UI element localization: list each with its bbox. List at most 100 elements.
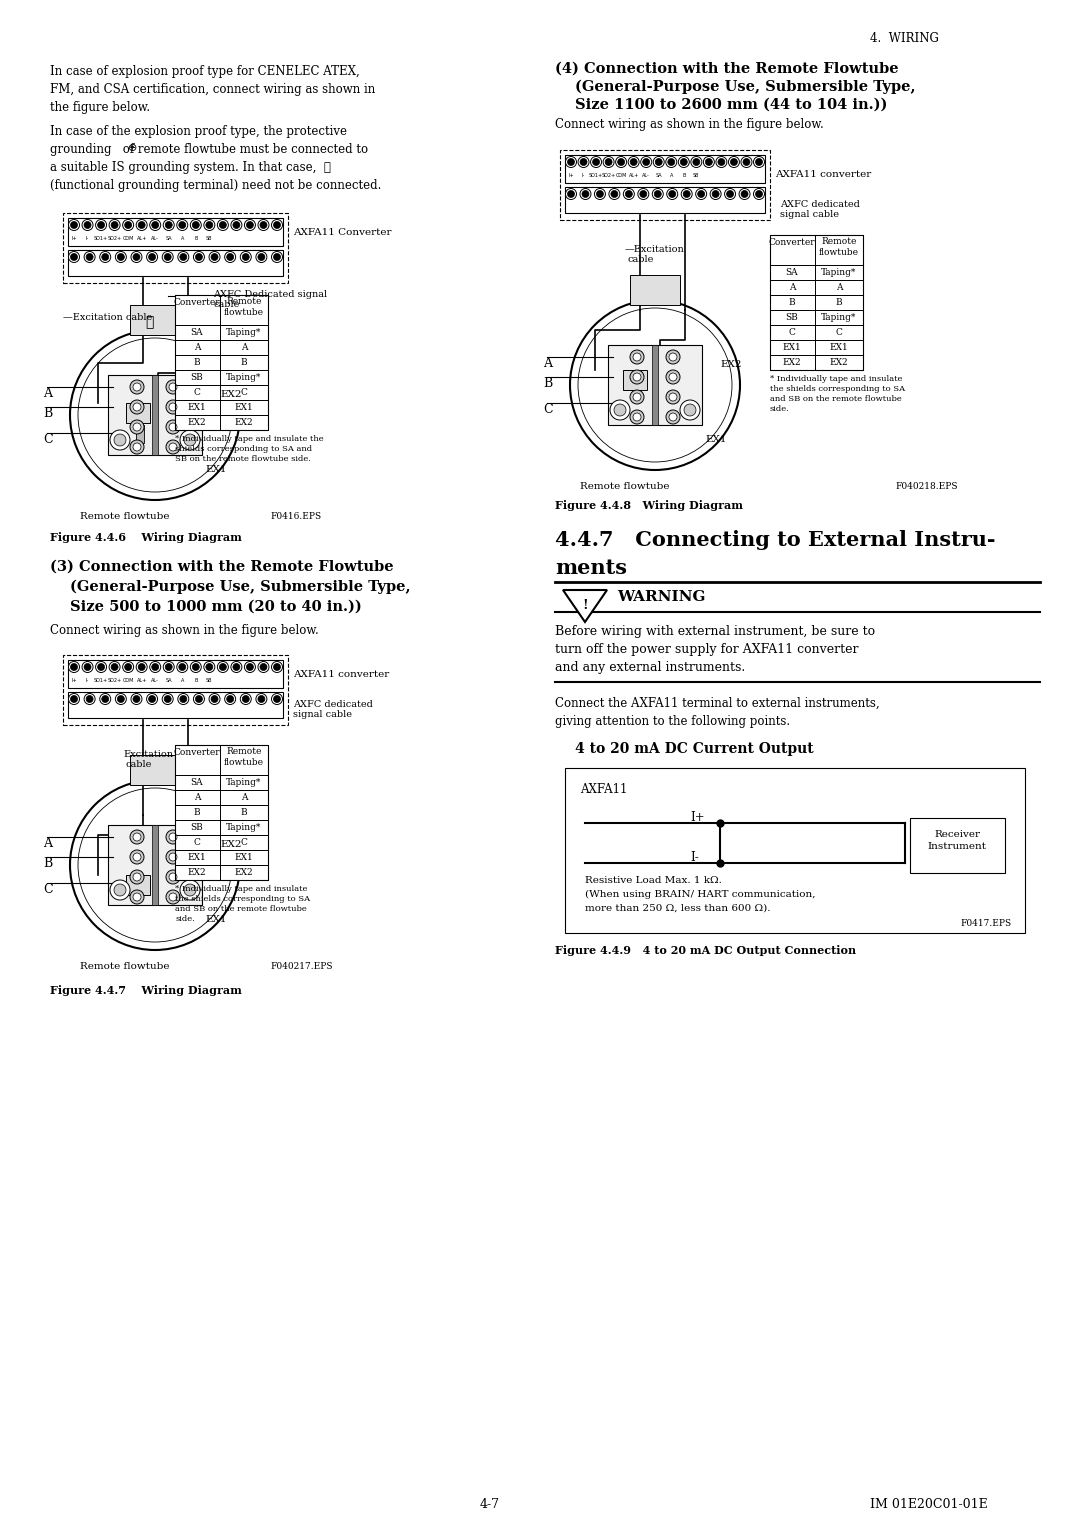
Circle shape [211,254,218,260]
Text: grounding   of remote flowtube must be connected to: grounding of remote flowtube must be con… [50,144,368,156]
Circle shape [666,410,680,423]
Circle shape [643,159,650,165]
Text: In case of explosion proof type for CENELEC ATEX,: In case of explosion proof type for CENE… [50,66,360,78]
Text: Remote
flowtube: Remote flowtube [224,747,264,767]
Circle shape [168,892,177,902]
Circle shape [271,252,283,263]
Text: AL+: AL+ [136,678,147,683]
Text: 4.  WIRING: 4. WIRING [870,32,939,44]
Circle shape [242,254,249,260]
Text: side.: side. [175,915,194,923]
Bar [175,341,268,354]
Circle shape [578,309,732,461]
Circle shape [680,159,687,165]
Text: Figure 4.4.8   Wiring Diagram: Figure 4.4.8 Wiring Diagram [555,500,743,510]
Text: turn off the power supply for AXFA11 converter: turn off the power supply for AXFA11 con… [555,643,859,656]
Text: Instrument: Instrument [928,842,986,851]
Circle shape [242,695,249,703]
Circle shape [133,892,141,902]
Text: B: B [194,678,198,683]
Circle shape [195,695,202,703]
Text: Size 1100 to 2600 mm (44 to 104 in.)): Size 1100 to 2600 mm (44 to 104 in.)) [575,98,888,112]
Bar [68,660,283,688]
Text: I+: I+ [568,173,573,177]
Text: * Individually tape and insulate: * Individually tape and insulate [770,374,903,384]
Circle shape [630,370,644,384]
Circle shape [652,188,663,200]
Circle shape [730,159,738,165]
Text: B: B [788,298,795,307]
Text: B: B [241,808,247,817]
Text: C: C [241,837,247,847]
Circle shape [570,299,740,471]
Bar [630,275,680,306]
Bar [68,219,283,246]
Text: A: A [43,837,52,850]
Text: signal cable: signal cable [780,209,839,219]
Text: AXFC dedicated: AXFC dedicated [293,700,373,709]
Bar [565,186,765,212]
Circle shape [591,156,602,168]
Circle shape [640,156,651,168]
Circle shape [693,159,700,165]
Circle shape [625,191,633,197]
Circle shape [225,252,235,263]
Text: B: B [193,808,200,817]
Circle shape [114,434,126,446]
Bar [175,865,268,880]
Text: SA: SA [656,173,662,177]
Circle shape [630,159,637,165]
Text: Figure 4.4.7    Wiring Diagram: Figure 4.4.7 Wiring Diagram [50,986,242,996]
Circle shape [258,662,269,672]
Circle shape [166,380,180,394]
Circle shape [711,188,721,200]
Circle shape [114,885,126,895]
Text: EX1: EX1 [234,403,254,413]
Circle shape [111,663,118,671]
Circle shape [605,159,612,165]
Circle shape [138,222,145,229]
Circle shape [151,663,159,671]
Text: (functional grounding terminal) need not be connected.: (functional grounding terminal) need not… [50,179,381,193]
Circle shape [271,220,283,231]
Circle shape [666,370,680,384]
Circle shape [665,156,677,168]
Circle shape [147,252,158,263]
Circle shape [260,663,267,671]
Circle shape [225,694,235,704]
Text: (When using BRAIN/ HART communication,: (When using BRAIN/ HART communication, [585,889,815,898]
Circle shape [116,252,126,263]
Circle shape [633,373,642,380]
Circle shape [180,429,200,451]
Circle shape [273,695,281,703]
Text: FM, and CSA certification, connect wiring as shown in: FM, and CSA certification, connect wirin… [50,83,375,96]
Circle shape [258,695,265,703]
Circle shape [130,440,144,454]
Circle shape [725,188,735,200]
Circle shape [210,252,220,263]
Circle shape [195,254,202,260]
Text: I-: I- [690,851,699,863]
Circle shape [728,156,740,168]
Circle shape [684,191,690,197]
Circle shape [217,662,228,672]
Bar [175,325,268,341]
Text: Taping*: Taping* [821,313,856,322]
Circle shape [184,885,195,895]
Text: Connect wiring as shown in the figure below.: Connect wiring as shown in the figure be… [50,623,319,637]
Circle shape [727,191,733,197]
Text: a suitable IS grounding system. In that case,  ⏚: a suitable IS grounding system. In that … [50,160,330,174]
Text: —Excitation cable: —Excitation cable [63,313,152,322]
Circle shape [206,222,213,229]
Text: cable: cable [627,255,654,264]
Text: AL+: AL+ [629,173,638,177]
Circle shape [273,663,281,671]
Circle shape [78,338,232,492]
Circle shape [130,380,144,394]
Text: cable: cable [213,299,240,309]
Circle shape [271,662,283,672]
Circle shape [84,694,95,704]
Circle shape [596,191,604,197]
Circle shape [204,220,215,231]
Circle shape [97,222,105,229]
